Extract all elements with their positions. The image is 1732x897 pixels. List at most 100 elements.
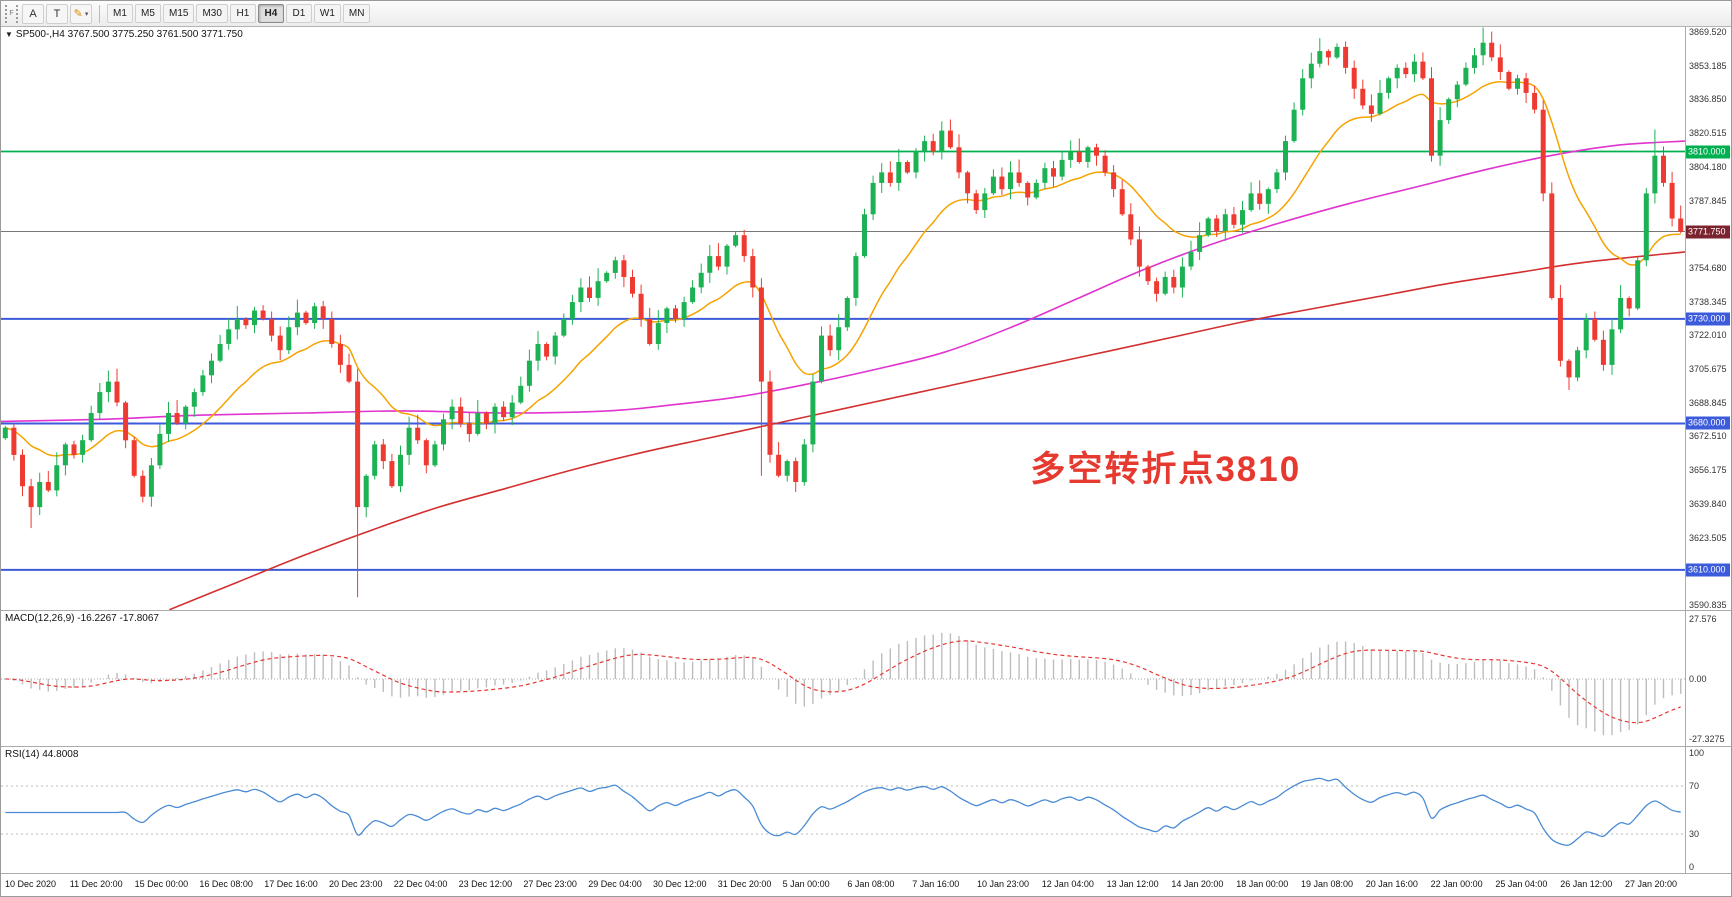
rsi-axis-label: 30 [1689, 829, 1700, 840]
main-chart-panel[interactable]: 3869.520 3853.185 3836.850 3820.515 3804.180… [1, 27, 1731, 611]
macd-panel[interactable]: 27.576 0.00 -27.3275 MACD(12,26,9) -16.226… [1, 610, 1731, 748]
time-axis-label: 27 Dec 23:00 [523, 879, 577, 889]
toolbar-grip[interactable]: F [5, 4, 18, 23]
price-axis-label: 3787.845 [1689, 195, 1727, 206]
time-axis-label: 16 Dec 08:00 [199, 879, 253, 889]
time-axis-label: 25 Jan 04:00 [1495, 879, 1548, 889]
text-tool-button[interactable]: T [46, 3, 68, 24]
chevron-down-icon: ▾ [84, 10, 89, 18]
price-axis-label: 3639.840 [1689, 498, 1727, 509]
cursor-tool-button[interactable]: A [22, 3, 44, 24]
time-axis-label: 13 Jan 12:00 [1106, 879, 1159, 889]
time-axis-label: 14 Jan 20:00 [1171, 879, 1224, 889]
price-axis-label: 3722.010 [1689, 330, 1727, 341]
price-axis-label: 3623.505 [1689, 532, 1727, 543]
price-axis-label: 3705.675 [1689, 364, 1727, 375]
current-price-tag[interactable]: 3771.750 [1686, 225, 1730, 239]
annotation-text[interactable]: 多空转折点3810 [1030, 449, 1302, 489]
rsi-axis-label: 0 [1689, 862, 1695, 873]
pencil-icon: ✎ [73, 8, 83, 20]
price-level-tag[interactable]: 3730.000 [1686, 312, 1730, 326]
time-axis-label: 20 Jan 16:00 [1365, 879, 1418, 889]
ma_red-line[interactable] [169, 251, 1685, 610]
price-axis-label: 3853.185 [1689, 60, 1727, 71]
time-axis-label: 20 Dec 23:00 [329, 879, 383, 889]
macd-axis[interactable]: 27.576 0.00 -27.3275 [1685, 610, 1731, 747]
timeframe-button-m30[interactable]: M30 [196, 4, 228, 23]
macd-plot[interactable] [1, 611, 1685, 747]
price-axis-label: 3672.510 [1689, 431, 1727, 442]
price-axis-label: 3820.515 [1689, 128, 1727, 139]
rsi-axis-label: 70 [1689, 781, 1700, 792]
toolbar-grip-label: F [9, 10, 14, 17]
time-axis-label: 29 Dec 04:00 [588, 879, 642, 889]
timeframe-button-m5[interactable]: M5 [135, 4, 161, 23]
timeframe-button-h1[interactable]: H1 [229, 4, 256, 23]
ma-orange-line[interactable] [5, 80, 1681, 457]
draw-tool-button[interactable]: ✎ ▾ [70, 3, 92, 24]
price-axis-label: 3754.680 [1689, 262, 1727, 273]
chart-title: ▼ SP500-,H4 3767.500 3775.250 3761.500 37… [5, 29, 243, 40]
toolbar: F A T ✎ ▾ M1 M5 M15 M30 H1 H4 D1 W1 MN [1, 1, 1731, 27]
time-axis-label: 31 Dec 20:00 [717, 879, 772, 889]
time-axis-label: 19 Jan 08:00 [1301, 879, 1354, 889]
price-axis[interactable]: 3869.520 3853.185 3836.850 3820.515 3804.180… [1685, 27, 1731, 610]
chart-title-text: SP500-,H4 3767.500 3775.250 3761.500 377… [15, 29, 243, 40]
collapse-triangle-icon[interactable]: ▼ [5, 30, 13, 39]
timeframe-button-mn[interactable]: MN [342, 4, 371, 23]
macd-canvas[interactable] [1, 611, 1685, 747]
price-axis-label: 3590.835 [1689, 600, 1727, 610]
price-level-tag[interactable]: 3810.000 [1686, 145, 1730, 158]
time-axis-label: 10 Dec 2020 [5, 879, 57, 889]
price-level-tag[interactable]: 3680.000 [1686, 416, 1730, 430]
rsi-canvas[interactable] [1, 747, 1685, 873]
time-axis-label: 5 Jan 00:00 [782, 879, 830, 889]
time-axis[interactable]: 10 Dec 2020 11 Dec 20:00 15 Dec 00:00 16 De… [1, 874, 1731, 896]
time-axis-label: 10 Jan 23:00 [977, 879, 1030, 889]
time-axis-label: 27 Jan 20:00 [1625, 879, 1678, 889]
price-axis-label: 3804.180 [1689, 161, 1727, 172]
candles-canvas[interactable] [1, 27, 1685, 610]
rsi-panel[interactable]: 100 70 30 0 RSI(14) 44.8008 [1, 747, 1731, 874]
macd-signal-line [5, 640, 1681, 723]
timeframe-button-h4[interactable]: H4 [257, 4, 284, 23]
time-axis-label: 22 Jan 00:00 [1430, 879, 1483, 889]
price-chart-plot[interactable] [1, 27, 1685, 610]
time-axis-label: 15 Dec 00:00 [134, 879, 189, 889]
time-axis-label: 23 Dec 12:00 [458, 879, 513, 889]
time-axis-label: 7 Jan 16:00 [912, 879, 960, 889]
text-tool-label: T [53, 7, 61, 20]
price-axis-label: 3688.845 [1689, 397, 1727, 408]
timeframe-button-m1[interactable]: M1 [107, 4, 133, 23]
macd-axis-label: -27.3275 [1689, 733, 1725, 744]
timeframe-button-w1[interactable]: W1 [313, 4, 341, 23]
price-axis-label: 3656.175 [1689, 465, 1727, 476]
time-axis-label: 18 Jan 00:00 [1236, 879, 1289, 889]
timeframe-button-d1[interactable]: D1 [285, 4, 312, 23]
rsi-axis-label: 100 [1689, 748, 1705, 759]
price-level-tag[interactable]: 3610.000 [1686, 563, 1730, 577]
time-axis-label: 12 Jan 04:00 [1041, 879, 1094, 889]
macd-label: MACD(12,26,9) -16.2267 -17.8067 [5, 612, 159, 624]
macd-axis-label: 27.576 [1689, 613, 1717, 624]
time-axis-label: 17 Dec 16:00 [264, 879, 318, 889]
rsi-plot[interactable] [1, 747, 1685, 873]
rsi-line [5, 778, 1681, 847]
rsi-label: RSI(14) 44.8008 [5, 749, 79, 761]
chart-stack: 3869.520 3853.185 3836.850 3820.515 3804.180… [1, 27, 1731, 896]
time-axis-label: 11 Dec 20:00 [69, 879, 123, 889]
macd-axis-label: 0.00 [1689, 673, 1707, 684]
ma_magenta-line[interactable] [1, 140, 1685, 423]
timeframe-button-m15[interactable]: M15 [163, 4, 195, 23]
toolbar-separator [99, 4, 100, 23]
cursor-tool-label: A [29, 7, 37, 20]
price-axis-label: 3869.520 [1689, 27, 1727, 37]
price-axis-label: 3836.850 [1689, 94, 1727, 105]
time-axis-label: 6 Jan 08:00 [847, 879, 895, 889]
price-axis-label: 3738.345 [1689, 296, 1727, 307]
time-axis-label: 30 Dec 12:00 [653, 879, 707, 889]
time-axis-label: 26 Jan 12:00 [1560, 879, 1613, 889]
time-axis-label: 22 Dec 04:00 [393, 879, 448, 889]
rsi-axis[interactable]: 100 70 30 0 [1685, 747, 1731, 873]
